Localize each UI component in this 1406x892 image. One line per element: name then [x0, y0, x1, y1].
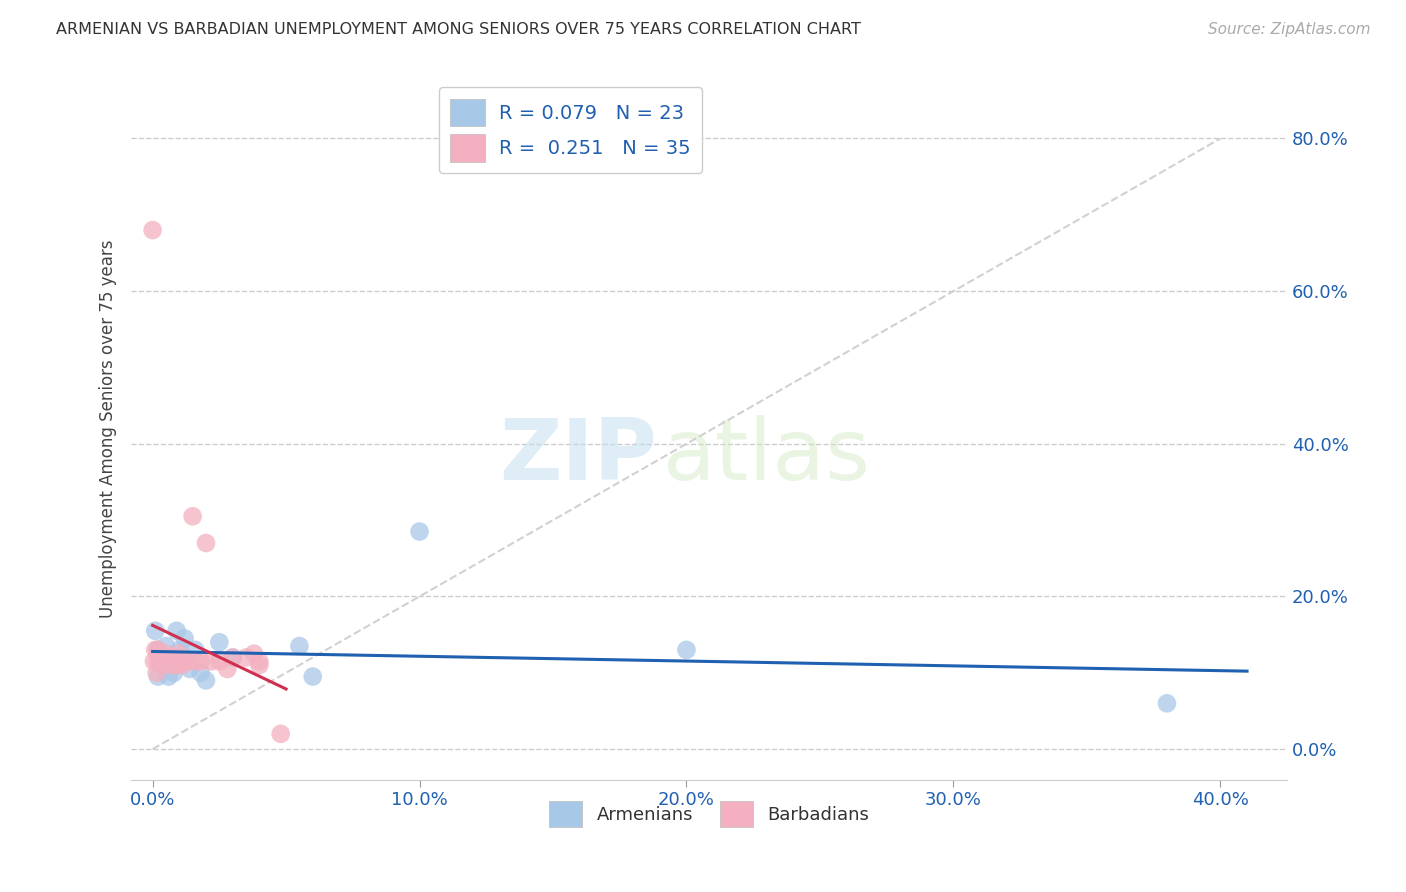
Point	[142, 654, 165, 668]
Point	[166, 624, 188, 638]
Point	[169, 647, 191, 661]
Point	[217, 662, 239, 676]
Point	[221, 650, 243, 665]
Point	[157, 654, 180, 668]
Point	[243, 647, 266, 661]
Point	[146, 643, 169, 657]
Point	[181, 509, 204, 524]
Point	[152, 658, 174, 673]
Point	[179, 662, 201, 676]
Point	[190, 654, 212, 668]
Point	[169, 654, 191, 668]
Text: ZIP: ZIP	[499, 415, 657, 498]
Point	[142, 223, 165, 237]
Point	[163, 650, 186, 665]
Point	[149, 650, 172, 665]
Legend: Armenians, Barbadians: Armenians, Barbadians	[543, 794, 876, 834]
Point	[152, 650, 174, 665]
Point	[200, 654, 222, 668]
Point	[195, 536, 218, 550]
Point	[166, 658, 188, 673]
Point	[146, 654, 169, 668]
Point	[235, 650, 257, 665]
Point	[160, 658, 183, 673]
Point	[170, 658, 193, 673]
Point	[247, 654, 270, 668]
Point	[301, 669, 323, 683]
Point	[408, 524, 430, 539]
Point	[160, 650, 183, 665]
Point	[176, 654, 198, 668]
Point	[173, 632, 195, 646]
Y-axis label: Unemployment Among Seniors over 75 years: Unemployment Among Seniors over 75 years	[100, 239, 117, 618]
Point	[145, 665, 167, 680]
Point	[208, 654, 231, 668]
Point	[152, 658, 174, 673]
Point	[155, 639, 177, 653]
Text: ARMENIAN VS BARBADIAN UNEMPLOYMENT AMONG SENIORS OVER 75 YEARS CORRELATION CHART: ARMENIAN VS BARBADIAN UNEMPLOYMENT AMONG…	[56, 22, 860, 37]
Point	[208, 635, 231, 649]
Text: atlas: atlas	[664, 415, 870, 498]
Point	[221, 650, 243, 665]
Point	[184, 643, 207, 657]
Point	[149, 650, 172, 665]
Point	[143, 643, 166, 657]
Point	[169, 643, 191, 657]
Point	[146, 643, 169, 657]
Point	[195, 673, 218, 688]
Point	[173, 654, 195, 668]
Point	[149, 654, 172, 668]
Point	[157, 650, 180, 665]
Text: Source: ZipAtlas.com: Source: ZipAtlas.com	[1208, 22, 1371, 37]
Point	[155, 647, 177, 661]
Point	[160, 654, 183, 668]
Point	[157, 669, 180, 683]
Point	[247, 658, 270, 673]
Point	[1156, 696, 1178, 710]
Point	[184, 654, 207, 668]
Point	[270, 727, 292, 741]
Point	[143, 624, 166, 638]
Point	[190, 665, 212, 680]
Point	[163, 665, 186, 680]
Point	[155, 654, 177, 668]
Point	[675, 643, 697, 657]
Point	[146, 669, 169, 683]
Point	[288, 639, 311, 653]
